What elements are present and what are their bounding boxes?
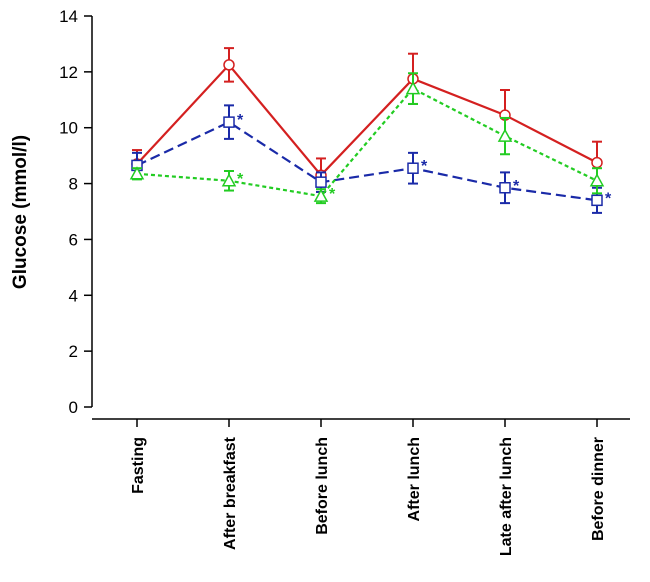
y-tick-label: 10 — [59, 119, 78, 138]
data-point — [591, 194, 603, 207]
data-point — [221, 173, 237, 187]
y-tick-label: 6 — [69, 230, 78, 249]
y-tick-label: 8 — [69, 175, 78, 194]
significance-star: * — [421, 158, 428, 175]
x-tick-label: Late after lunch — [498, 437, 515, 556]
significance-star: * — [513, 178, 520, 195]
data-point — [223, 59, 235, 71]
y-tick-label: 14 — [59, 7, 78, 26]
data-point — [589, 173, 605, 187]
x-tick-label: After lunch — [406, 437, 423, 521]
y-axis-title: Glucose (mmol/l) — [10, 135, 31, 289]
y-axis: 0 2 4 6 8 10 12 14 — [59, 7, 93, 417]
x-tick-label: After breakfast — [222, 436, 239, 550]
series-red — [131, 47, 603, 193]
data-point — [129, 166, 145, 180]
data-point — [405, 81, 421, 95]
series-blue: * * * * — [131, 104, 612, 214]
series-line — [136, 120, 598, 202]
series-line — [136, 87, 598, 198]
data-point — [591, 156, 603, 169]
data-point — [407, 162, 419, 174]
series-green: ** — [129, 72, 605, 205]
series-line — [136, 63, 598, 177]
y-tick-label: 4 — [69, 286, 78, 305]
data-point — [497, 128, 513, 142]
significance-star: * — [237, 112, 244, 129]
y-tick-label: 2 — [69, 342, 78, 361]
data-point — [499, 182, 511, 194]
significance-star: * — [605, 190, 612, 207]
data-point — [223, 116, 235, 128]
significance-star: * — [237, 171, 244, 188]
x-tick-label: Fasting — [130, 437, 147, 494]
y-tick-label: 0 — [69, 398, 78, 417]
series-layer: ****** — [129, 47, 612, 214]
significance-star: * — [329, 186, 336, 203]
x-axis: Fasting After breakfast Before lunch After … — [92, 418, 630, 556]
x-tick-label: Before dinner — [590, 437, 607, 541]
y-tick-label: 12 — [59, 63, 78, 82]
data-point — [313, 188, 329, 202]
x-tick-label: Before lunch — [314, 437, 331, 535]
data-point — [315, 176, 327, 188]
